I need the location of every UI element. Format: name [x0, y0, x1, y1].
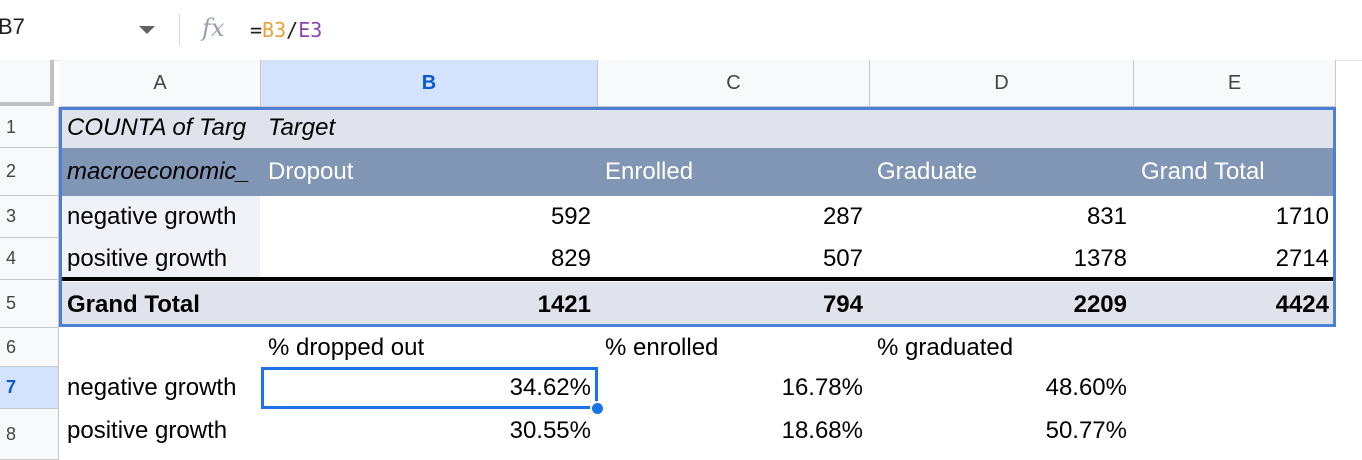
table-cell[interactable]: 50.77% [1045, 417, 1127, 444]
row-header-8[interactable]: 8 [0, 409, 59, 460]
formula-bar: B7 fx =B3/E3 [0, 0, 1362, 61]
table-cell[interactable]: 2714 [1275, 245, 1329, 272]
total-cell[interactable]: 1421 [537, 291, 591, 318]
formula-operator: / [286, 18, 299, 42]
column-header-b[interactable]: B [261, 60, 598, 107]
fx-icon: fx [202, 14, 225, 42]
pivot-header-enrolled[interactable]: Enrolled [605, 158, 694, 185]
pct-header-enrolled[interactable]: % enrolled [605, 333, 719, 361]
table-cell[interactable]: 1710 [1275, 203, 1329, 230]
table-cell[interactable]: 507 [822, 245, 863, 272]
row-header-3[interactable]: 3 [0, 196, 59, 238]
row-header-2[interactable]: 2 [0, 148, 59, 196]
pivot-header-graduate[interactable]: Graduate [877, 158, 978, 185]
pivot-header-grand-total[interactable]: Grand Total [1141, 158, 1265, 185]
table-cell[interactable]: 30.55% [509, 417, 591, 444]
table-cell[interactable]: 48.60% [1045, 374, 1127, 401]
table-cell[interactable]: 16.78% [781, 374, 863, 401]
fill-handle[interactable] [590, 401, 605, 416]
row-header-1[interactable]: 1 [0, 107, 59, 148]
total-cell[interactable]: 4424 [1275, 291, 1329, 318]
formula-divider [179, 14, 180, 46]
grand-total-label[interactable]: Grand Total [67, 291, 200, 318]
table-cell[interactable]: 18.68% [781, 417, 863, 444]
pivot-total-band [60, 282, 1335, 326]
total-cell[interactable]: 2209 [1073, 291, 1127, 318]
column-header-e[interactable]: E [1134, 60, 1336, 107]
total-cell[interactable]: 794 [822, 291, 863, 318]
table-cell[interactable]: 287 [822, 203, 863, 230]
pct-header-dropped[interactable]: % dropped out [268, 333, 425, 361]
pivot-header-dropout[interactable]: Dropout [268, 158, 354, 185]
row-label[interactable]: positive growth [67, 417, 228, 444]
table-cell[interactable]: 34.62% [509, 374, 591, 401]
formula-ref-2: E3 [298, 18, 323, 42]
table-cell[interactable]: 831 [1086, 203, 1127, 230]
table-cell[interactable]: 829 [550, 245, 591, 272]
column-header-a[interactable]: A [60, 60, 261, 107]
column-header-c[interactable]: C [598, 60, 870, 107]
table-cell[interactable]: 1378 [1073, 245, 1127, 272]
pivot-target-label[interactable]: Target [268, 114, 336, 141]
formula-ref-1: B3 [262, 18, 287, 42]
pivot-header-band [60, 148, 1335, 196]
row-label[interactable]: negative growth [67, 374, 237, 401]
pct-header-graduated[interactable]: % graduated [877, 333, 1014, 361]
chevron-down-icon[interactable] [139, 26, 155, 34]
formula-prefix: = [250, 18, 263, 42]
row-label[interactable]: positive growth [67, 245, 228, 272]
formula-input[interactable]: =B3/E3 [250, 18, 322, 42]
pivot-title-band [60, 108, 1335, 148]
pivot-total-divider [60, 277, 1335, 281]
active-cell-border [261, 367, 598, 409]
row-header-5[interactable]: 5 [0, 280, 59, 328]
pivot-row-field[interactable]: macroeconomic_ [67, 158, 250, 185]
row-header-4[interactable]: 4 [0, 238, 59, 280]
row-header-7[interactable]: 7 [0, 367, 59, 409]
table-cell[interactable]: 592 [550, 203, 591, 230]
select-all-corner[interactable] [0, 60, 54, 106]
row-header-6[interactable]: 6 [0, 328, 59, 367]
row-label[interactable]: negative growth [67, 203, 237, 230]
name-box[interactable]: B7 [0, 14, 25, 39]
column-header-d[interactable]: D [870, 60, 1134, 107]
pivot-title[interactable]: COUNTA of Targ [67, 114, 247, 141]
pivot-row-labels-band [60, 196, 260, 278]
